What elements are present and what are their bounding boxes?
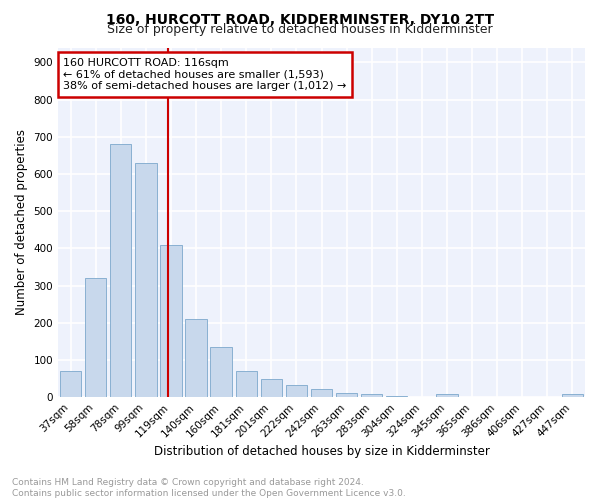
Text: 160 HURCOTT ROAD: 116sqm
← 61% of detached houses are smaller (1,593)
38% of sem: 160 HURCOTT ROAD: 116sqm ← 61% of detach… xyxy=(64,58,347,91)
Bar xyxy=(361,394,382,397)
Text: Size of property relative to detached houses in Kidderminster: Size of property relative to detached ho… xyxy=(107,22,493,36)
Bar xyxy=(562,394,583,397)
Bar xyxy=(436,394,458,397)
Bar xyxy=(260,380,282,397)
Bar xyxy=(211,347,232,397)
Bar xyxy=(110,144,131,397)
Bar xyxy=(336,393,357,397)
Text: 160, HURCOTT ROAD, KIDDERMINSTER, DY10 2TT: 160, HURCOTT ROAD, KIDDERMINSTER, DY10 2… xyxy=(106,12,494,26)
Bar xyxy=(60,371,81,397)
Bar xyxy=(160,244,182,397)
Bar xyxy=(135,163,157,397)
Text: Contains HM Land Registry data © Crown copyright and database right 2024.
Contai: Contains HM Land Registry data © Crown c… xyxy=(12,478,406,498)
Bar xyxy=(311,389,332,397)
Bar xyxy=(286,385,307,397)
Bar xyxy=(386,396,407,397)
Bar xyxy=(185,319,207,397)
Bar xyxy=(85,278,106,397)
Y-axis label: Number of detached properties: Number of detached properties xyxy=(15,130,28,316)
X-axis label: Distribution of detached houses by size in Kidderminster: Distribution of detached houses by size … xyxy=(154,444,490,458)
Bar xyxy=(236,371,257,397)
